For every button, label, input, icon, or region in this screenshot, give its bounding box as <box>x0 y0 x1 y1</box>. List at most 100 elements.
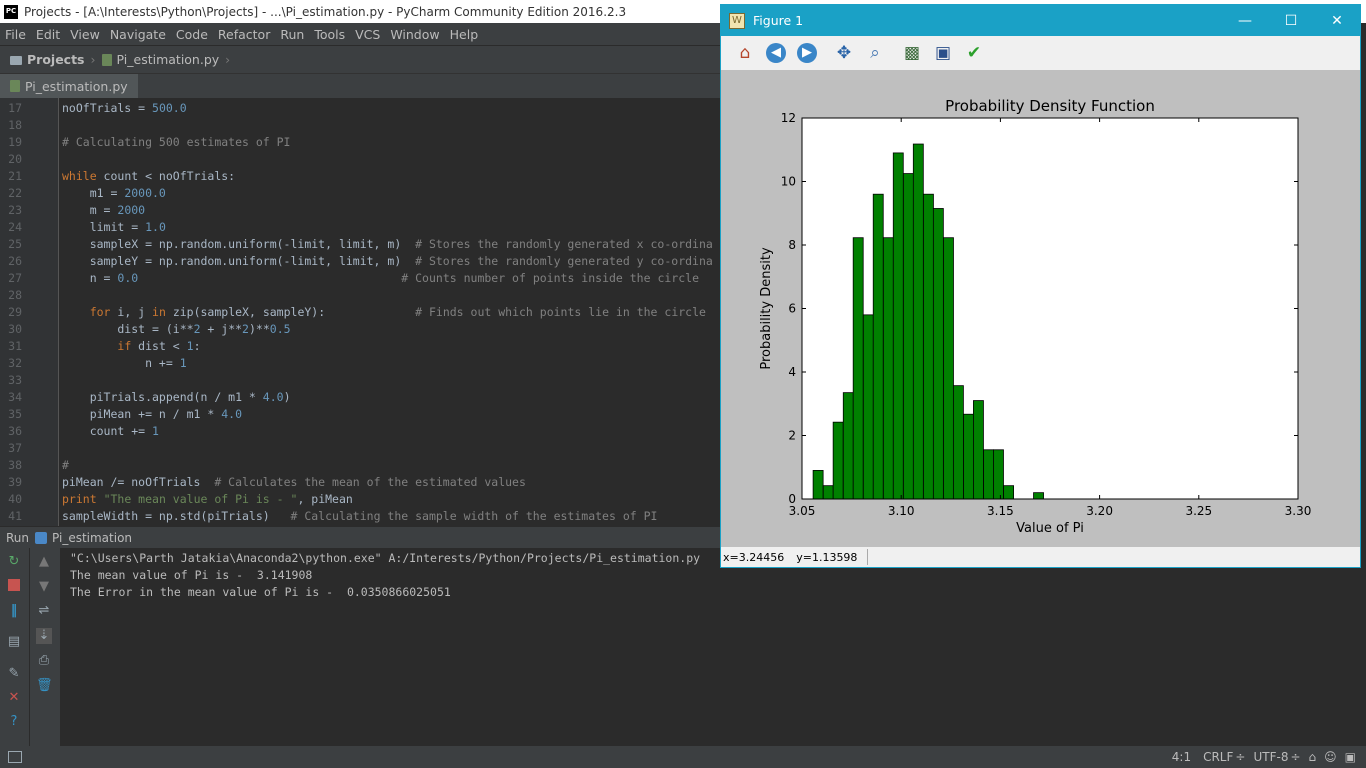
figure-toolbar: ⌂ ◀ ▶ ✥ ⌕ ▩ ▣ ✔ <box>721 36 1360 70</box>
code-token: piMean += n / m1 * <box>62 407 222 421</box>
trash-icon[interactable]: 🗑 <box>36 678 53 693</box>
histogram-bar <box>842 392 854 500</box>
minimize-button[interactable]: — <box>1238 12 1252 29</box>
code-token <box>138 271 401 285</box>
layout-icon[interactable]: ▤ <box>7 634 21 649</box>
arrow-up-icon[interactable]: ▲ <box>39 554 49 569</box>
menu-item-edit[interactable]: Edit <box>35 26 61 42</box>
run-secondary-toolbar: ▲ ▼ ⇌ ⇣ ⎙ 🗑 <box>29 548 60 746</box>
soft-wrap-icon[interactable]: ⇌ <box>38 603 50 618</box>
pin-icon[interactable]: ✎ <box>8 666 20 681</box>
histogram-bar <box>923 193 934 500</box>
pause-icon[interactable]: ‖ <box>10 603 18 618</box>
code-token: noOfTrials = <box>62 101 153 115</box>
run-output-line: The mean value of Pi is - 3.141908 <box>70 568 313 582</box>
forward-icon[interactable]: ▶ <box>795 41 819 65</box>
line-number: 27 <box>8 271 22 285</box>
print-icon[interactable]: ⎙ <box>38 653 50 668</box>
run-config-name[interactable]: Pi_estimation <box>52 530 133 545</box>
y-tick-label: 6 <box>788 302 796 316</box>
menu-item-run[interactable]: Run <box>280 26 305 42</box>
pan-icon[interactable]: ✥ <box>836 43 852 63</box>
check-icon[interactable]: ✔ <box>966 43 982 63</box>
menu-item-navigate[interactable]: Navigate <box>109 26 166 42</box>
line-number: 34 <box>8 390 22 404</box>
menu-item-vcs[interactable]: VCS <box>355 26 381 42</box>
event-log-icon[interactable]: ▣ <box>1344 750 1356 764</box>
line-number: 29 <box>8 305 22 319</box>
menu-item-code[interactable]: Code <box>175 26 208 42</box>
menu-item-file[interactable]: File <box>5 26 26 42</box>
rerun-icon[interactable]: ↻ <box>8 554 20 569</box>
code-text: sampleY = np.random.uniform(-limit, limi… <box>62 253 713 270</box>
close-icon[interactable]: ✕ <box>8 690 20 705</box>
code-text: m = 2000 <box>62 202 145 219</box>
code-token: limit = <box>62 220 146 234</box>
figure-canvas[interactable]: 3.05 3.10 3.15 3.20 3.25 3.30 0 2 4 6 8 10 12 Probabi… <box>721 70 1360 547</box>
stop-icon[interactable] <box>6 579 22 595</box>
x-tick-label: 3.15 <box>987 504 1014 518</box>
line-number: 18 <box>8 118 22 132</box>
code-line: 37 <box>0 440 720 457</box>
y-tick-label: 2 <box>788 429 796 443</box>
home-icon[interactable]: ⌂ <box>739 43 751 63</box>
breadcrumb-file[interactable]: Pi_estimation.py <box>116 52 220 67</box>
line-number: 38 <box>8 458 22 472</box>
cursor-x-readout: x=3.24456 <box>723 550 785 564</box>
menu-item-view[interactable]: View <box>70 26 100 42</box>
code-text: piTrials.append(n / m1 * 4.0) <box>62 389 291 406</box>
save-icon[interactable]: ▣ <box>934 43 952 63</box>
line-separator[interactable]: CRLF <box>1203 750 1234 764</box>
code-text: n += 1 <box>62 355 187 372</box>
histogram-bar <box>963 413 974 500</box>
chevron-right-icon: › <box>225 52 231 67</box>
run-panel-header: Run Pi_estimation <box>0 527 720 548</box>
code-token: for <box>89 305 111 319</box>
breadcrumb-project[interactable]: Projects <box>27 52 85 67</box>
layout-toggle-icon[interactable] <box>8 751 22 763</box>
caret-position[interactable]: 4:1 <box>1171 750 1192 764</box>
figure-app-icon: W <box>729 12 745 29</box>
code-token: if <box>117 339 132 353</box>
histogram-bar <box>852 237 864 500</box>
scroll-to-end-icon[interactable]: ⇣ <box>36 628 52 644</box>
lock-icon[interactable]: ⌂ <box>1308 750 1317 764</box>
histogram-bar <box>912 143 924 500</box>
line-number: 30 <box>8 322 22 336</box>
code-line: 28 <box>0 287 720 304</box>
menu-item-tools[interactable]: Tools <box>314 26 346 42</box>
line-number: 24 <box>8 220 22 234</box>
code-token: 4.0 <box>221 407 243 421</box>
x-tick-label: 3.25 <box>1185 504 1212 518</box>
code-editor[interactable]: 17 noOfTrials = 500.0 18 19 # Calculating 50… <box>0 98 720 526</box>
code-text: m1 = 2000.0 <box>62 185 166 202</box>
figure-title-bar: W Figure 1 — ☐ ✕ <box>721 5 1360 36</box>
code-token: 2 <box>193 322 201 336</box>
code-line: 18 <box>0 117 720 134</box>
code-token: 500.0 <box>152 101 187 115</box>
maximize-button[interactable]: ☐ <box>1284 12 1298 29</box>
back-icon[interactable]: ◀ <box>764 41 788 65</box>
file-encoding[interactable]: UTF-8 <box>1253 750 1289 764</box>
tab-pi-estimation[interactable]: Pi_estimation.py <box>0 74 138 98</box>
arrow-down-icon[interactable]: ▼ <box>39 579 49 594</box>
run-output-line: The Error in the mean value of Pi is - 0… <box>70 585 451 599</box>
code-token: n = <box>62 271 118 285</box>
histogram-bar <box>892 152 904 500</box>
python-file-icon <box>101 53 112 66</box>
ide-window-title: Projects - [A:\Interests\Python\Projects… <box>24 4 627 19</box>
subplots-icon[interactable]: ▩ <box>903 43 921 63</box>
help-icon[interactable]: ? <box>10 714 18 729</box>
zoom-icon[interactable]: ⌕ <box>870 43 880 63</box>
menu-item-help[interactable]: Help <box>449 26 479 42</box>
menu-item-refactor[interactable]: Refactor <box>217 26 271 42</box>
close-button[interactable]: ✕ <box>1331 12 1343 29</box>
histogram-chart: 3.05 3.10 3.15 3.20 3.25 3.30 0 2 4 6 8 10 12 Probabi… <box>759 97 1311 536</box>
code-token: )** <box>248 322 270 336</box>
code-token: # Counts number of points inside the cir… <box>401 271 699 285</box>
inspector-icon[interactable]: ☺ <box>1324 750 1337 764</box>
histogram-bar <box>932 208 944 500</box>
menu-item-window[interactable]: Window <box>390 26 440 42</box>
histogram-bar <box>973 400 984 500</box>
code-token: print <box>62 492 97 506</box>
